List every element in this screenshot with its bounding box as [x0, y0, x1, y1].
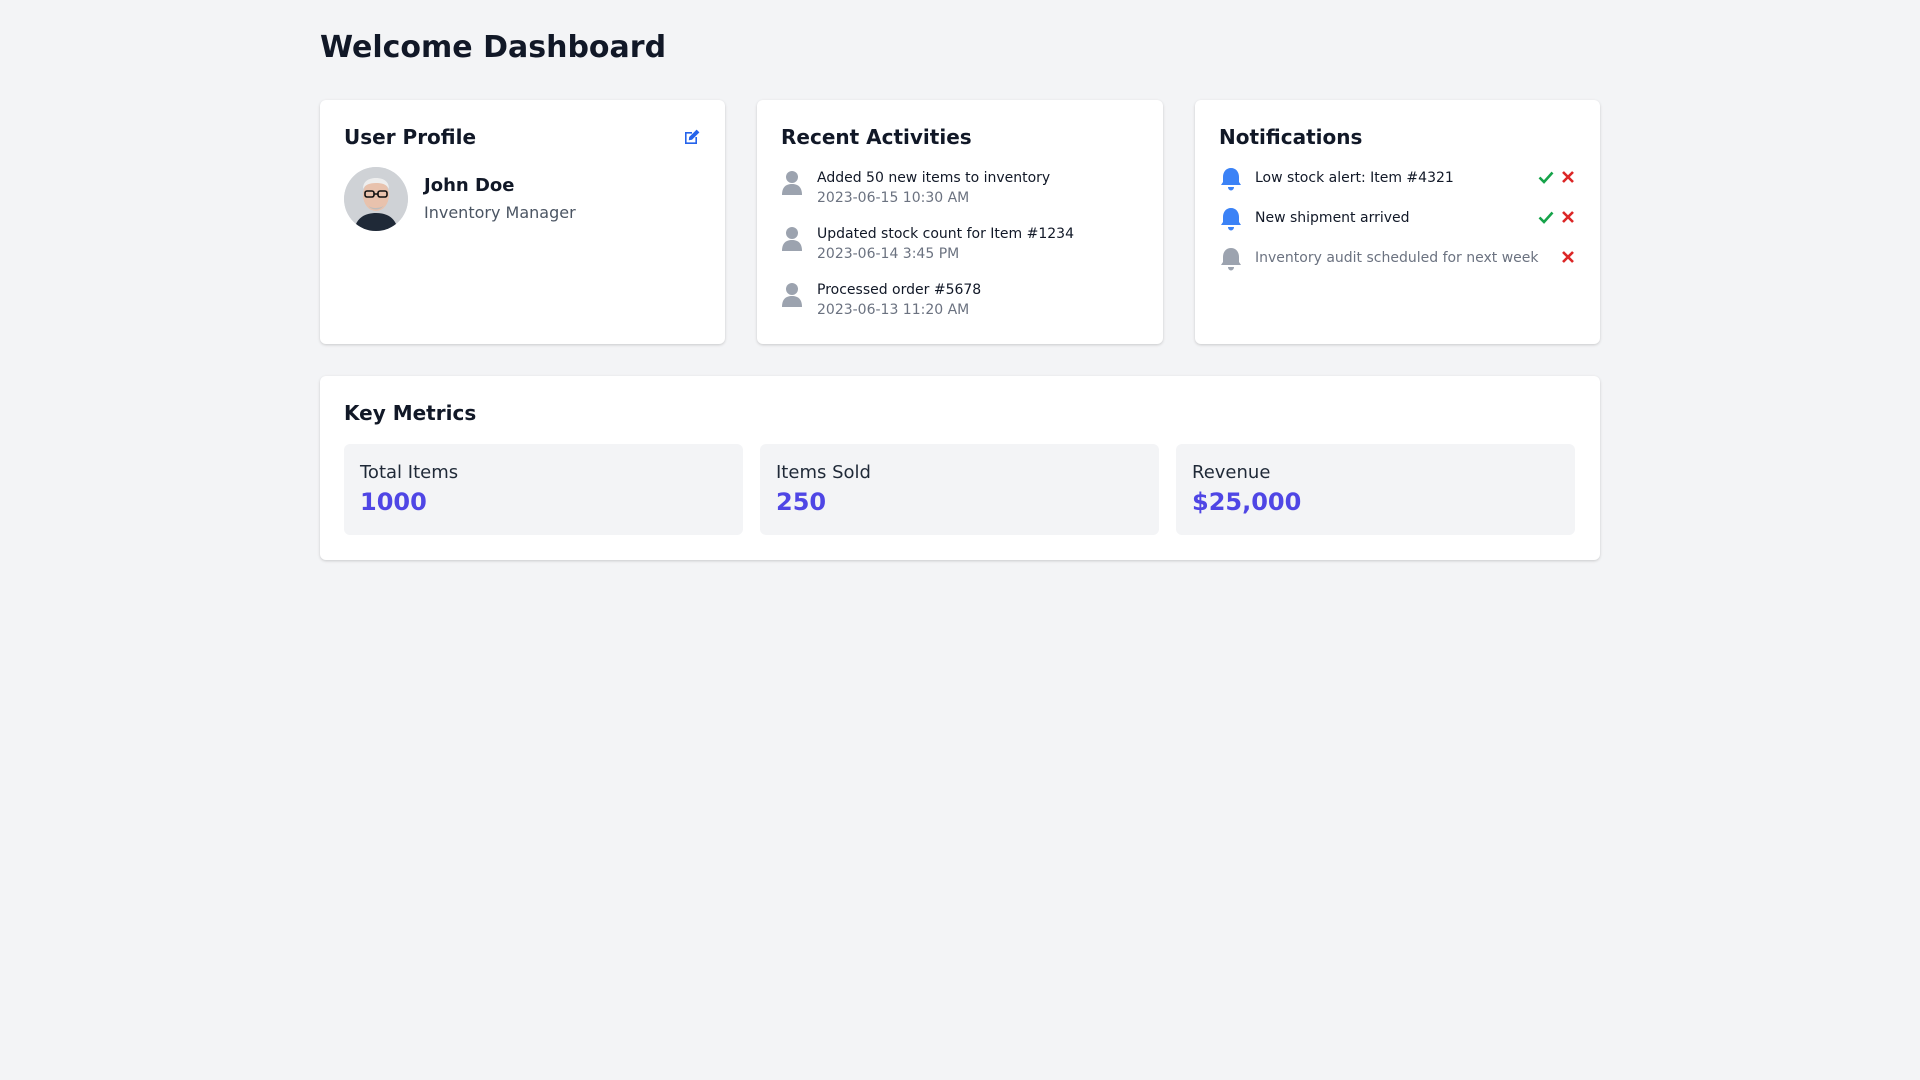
recent-activities-title: Recent Activities [781, 125, 972, 149]
recent-activities-card: Recent Activities Added 50 new items to … [757, 100, 1163, 344]
user-role: Inventory Manager [424, 203, 576, 222]
page-title: Welcome Dashboard [320, 30, 667, 65]
mark-read-check-icon[interactable] [1538, 169, 1554, 185]
activity-time: 2023-06-15 10:30 AM [817, 190, 970, 206]
activity-text: Updated stock count for Item #1234 [817, 226, 1074, 242]
activity-item: Processed order #5678 2023-06-13 11:20 A… [781, 280, 1141, 324]
activity-text: Added 50 new items to inventory [817, 170, 1051, 186]
edit-icon[interactable] [683, 128, 701, 146]
metric-total-items: Total Items 1000 [344, 444, 743, 535]
key-metrics-title: Key Metrics [344, 401, 477, 425]
metric-value: $25,000 [1192, 488, 1302, 516]
notification-text: New shipment arrived [1255, 210, 1410, 226]
notification-item: New shipment arrived [1219, 206, 1576, 236]
activity-item: Added 50 new items to inventory 2023-06-… [781, 168, 1141, 212]
metric-value: 1000 [360, 488, 427, 516]
activity-time: 2023-06-13 11:20 AM [817, 302, 970, 318]
user-profile-title: User Profile [344, 125, 477, 149]
mark-read-check-icon[interactable] [1538, 209, 1554, 225]
user-icon [781, 226, 803, 252]
dismiss-close-icon[interactable] [1560, 209, 1576, 225]
notification-text: Low stock alert: Item #4321 [1255, 170, 1454, 186]
bell-icon [1219, 246, 1243, 272]
dismiss-close-icon[interactable] [1560, 169, 1576, 185]
bell-icon [1219, 166, 1243, 192]
notifications-card: Notifications Low stock alert: Item #432… [1195, 100, 1600, 344]
metric-revenue: Revenue $25,000 [1176, 444, 1575, 535]
notifications-title: Notifications [1219, 125, 1363, 149]
dismiss-close-icon[interactable] [1560, 249, 1576, 265]
user-icon [781, 282, 803, 308]
metric-items-sold: Items Sold 250 [760, 444, 1159, 535]
user-profile-card: User Profile John Doe Inventory Manager [320, 100, 725, 344]
metric-value: 250 [776, 488, 827, 516]
notification-text: Inventory audit scheduled for next week [1255, 250, 1539, 266]
notification-item: Low stock alert: Item #4321 [1219, 166, 1576, 196]
notification-item: Inventory audit scheduled for next week [1219, 246, 1576, 276]
bell-icon [1219, 206, 1243, 232]
user-icon [781, 170, 803, 196]
user-name: John Doe [424, 175, 515, 196]
key-metrics-card: Key Metrics Total Items 1000 Items Sold … [320, 376, 1600, 560]
metric-label: Items Sold [776, 462, 871, 483]
activity-item: Updated stock count for Item #1234 2023-… [781, 224, 1141, 268]
avatar [344, 167, 408, 231]
activity-time: 2023-06-14 3:45 PM [817, 246, 960, 262]
metric-label: Total Items [360, 462, 459, 483]
activity-text: Processed order #5678 [817, 282, 982, 298]
metric-label: Revenue [1192, 462, 1271, 483]
